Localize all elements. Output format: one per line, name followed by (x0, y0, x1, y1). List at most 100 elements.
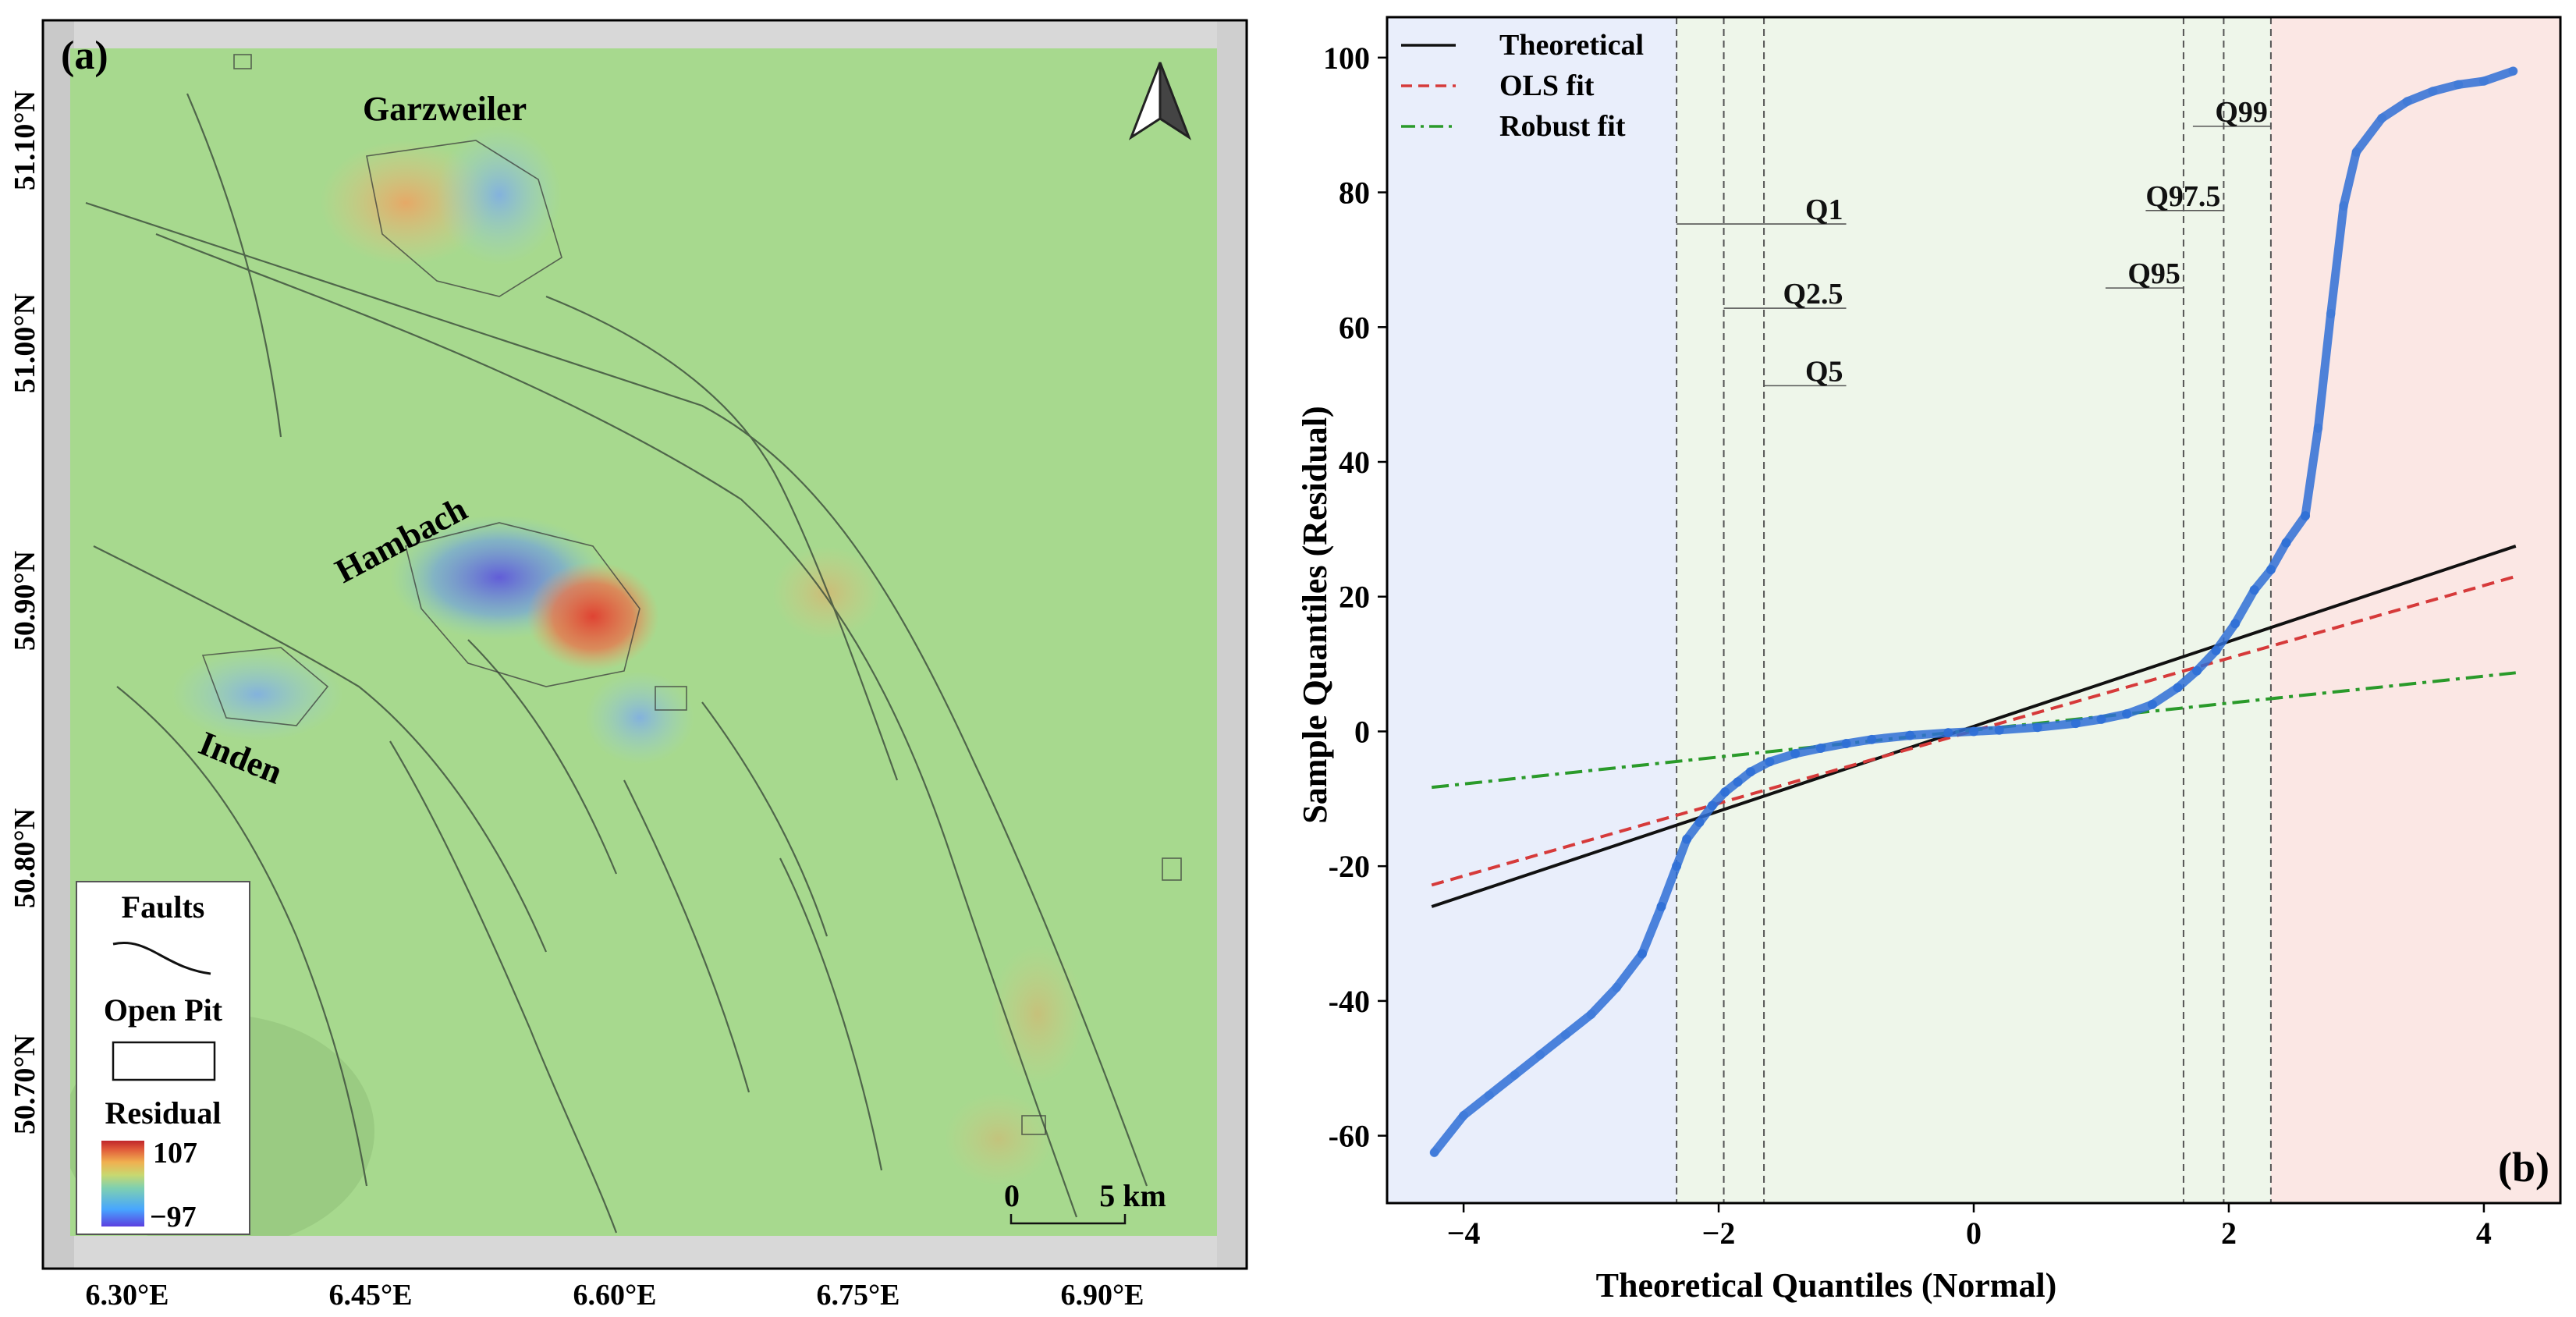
qq-point (2249, 585, 2259, 595)
quantile-label: Q5 (1805, 355, 1843, 388)
y-tick-label: 100 (1323, 41, 1370, 76)
qq-point (2281, 538, 2291, 548)
qq-point (2326, 309, 2336, 318)
anomaly-hambach-hot (527, 562, 659, 671)
legend-ols-label: OLS fit (1499, 69, 1595, 102)
qq-point (1969, 726, 1978, 737)
y-tick-label: 60 (1339, 310, 1370, 345)
qq-point (1656, 902, 1666, 911)
y-tick-label: 20 (1339, 580, 1370, 615)
lon-label: 6.45°E (328, 1279, 412, 1312)
qq-point (2478, 76, 2489, 87)
qq-point (1510, 1070, 1520, 1080)
anomaly-southeast-warm (991, 944, 1084, 1084)
legend-open-pit-icon (112, 1041, 216, 1081)
qq-point (1720, 787, 1730, 797)
qq-point (2454, 80, 2464, 90)
x-axis-title: Theoretical Quantiles (Normal) (1596, 1266, 2057, 1305)
panel-label-a: (a) (61, 34, 108, 78)
qq-point (1637, 949, 1647, 959)
qq-legend: Theoretical OLS fit Robust fit (1401, 29, 1644, 143)
lon-label: 6.60°E (573, 1279, 656, 1312)
hillshade-left-edge (43, 20, 74, 1269)
qq-point (1672, 861, 1682, 871)
qq-point (2192, 666, 2202, 676)
qq-point (2211, 645, 2221, 655)
qq-point (1745, 767, 1755, 777)
qq-point (2313, 423, 2323, 433)
lat-label: 50.80°N (9, 808, 41, 908)
open-pit-outlines (201, 54, 1182, 1135)
qq-point (1682, 834, 1692, 844)
qq-point (2402, 96, 2412, 106)
qq-point (1694, 818, 1705, 828)
qq-point (2032, 722, 2042, 733)
lon-label: 6.90°E (1060, 1279, 1144, 1312)
fit-line (1431, 574, 2517, 887)
legend-open-pit-label: Open Pit (104, 992, 223, 1028)
qq-point (1943, 728, 1953, 738)
map-legend: Faults Open Pit Residual 107 −97 (76, 881, 250, 1235)
lat-label: 50.70°N (9, 1035, 41, 1134)
qq-point (2377, 113, 2387, 123)
qq-point (1867, 734, 1877, 744)
qq-point (2351, 147, 2361, 157)
hillshade-right-edge (1217, 20, 1248, 1269)
lat-label: 51.00°N (9, 293, 41, 393)
shaded-region (2270, 17, 2560, 1203)
x-tick-label: −4 (1447, 1216, 1481, 1251)
qq-point (2070, 719, 2081, 729)
anomaly-hambach-south-cold (585, 671, 694, 765)
quantile-label: Q99 (2215, 96, 2268, 129)
qq-point (2096, 714, 2106, 724)
qq-plot-panel: Q1 Q2.5 Q5 Q95 Q97.5 Q99 −4 −2 0 2 4 -60 -40 -20 0 20 4… (1296, 16, 2562, 1305)
y-tick-label: 40 (1339, 445, 1370, 480)
anomaly-east-warm (772, 546, 882, 640)
scalebar-end-label: 5 km (1099, 1178, 1166, 1213)
qq-point (1535, 1050, 1545, 1060)
qq-point (1841, 739, 1851, 748)
lon-label: 6.30°E (85, 1279, 169, 1312)
anomaly-garzweiler-cold (437, 125, 562, 265)
colorbar-min-label: −97 (150, 1201, 197, 1234)
x-tick-label: 0 (1966, 1216, 1982, 1251)
qq-point (1560, 1030, 1570, 1040)
qq-point (2173, 683, 2183, 693)
quantile-reference-lines: Q1 Q2.5 Q5 Q95 Q97.5 Q99 (1676, 17, 2272, 1203)
quantile-label: Q1 (1805, 193, 1843, 226)
shaded-region (1387, 17, 1677, 1203)
qq-point (1815, 744, 1826, 754)
y-tick-label: 0 (1354, 714, 1370, 749)
qq-point (1484, 1090, 1494, 1100)
qq-point (1707, 800, 1717, 811)
legend-robust-label: Robust fit (1499, 110, 1626, 143)
anomaly-inden-cold (172, 648, 343, 741)
qq-point (1765, 757, 1775, 767)
qq-point (1994, 725, 2004, 735)
qq-point (2122, 709, 2132, 719)
qq-point (1905, 730, 1915, 740)
y-tick-label: -20 (1329, 849, 1370, 884)
lat-label: 50.90°N (9, 551, 41, 651)
legend-residual-label: Residual (105, 1095, 222, 1131)
map-border (41, 19, 1248, 1270)
x-tick-label: −2 (1702, 1216, 1736, 1251)
qq-point (1790, 748, 1801, 758)
shaded-region (1677, 17, 2271, 1203)
x-tick-label: 2 (2221, 1216, 2237, 1251)
residual-colorbar (101, 1141, 144, 1226)
legend-faults-label: Faults (122, 889, 205, 925)
qq-point (1459, 1110, 1469, 1120)
legend-theoretical-label: Theoretical (1499, 29, 1644, 62)
site-label-garzweiler: Garzweiler (363, 90, 527, 128)
qq-point (2147, 699, 2157, 709)
fit-line (1431, 545, 2517, 908)
map-panel: (a) Garzweiler Hambach Inden Faults Open… (9, 19, 1248, 1312)
qq-point (2339, 201, 2349, 211)
latitude-labels: 51.10°N 51.00°N 50.90°N 50.80°N 50.70°N (9, 91, 41, 1134)
y-tick-label: -60 (1329, 1119, 1370, 1154)
qq-point (2230, 619, 2241, 629)
north-arrow-icon (1128, 62, 1192, 140)
x-tick-label: 4 (2476, 1216, 2492, 1251)
y-tick-label: 80 (1339, 176, 1370, 211)
